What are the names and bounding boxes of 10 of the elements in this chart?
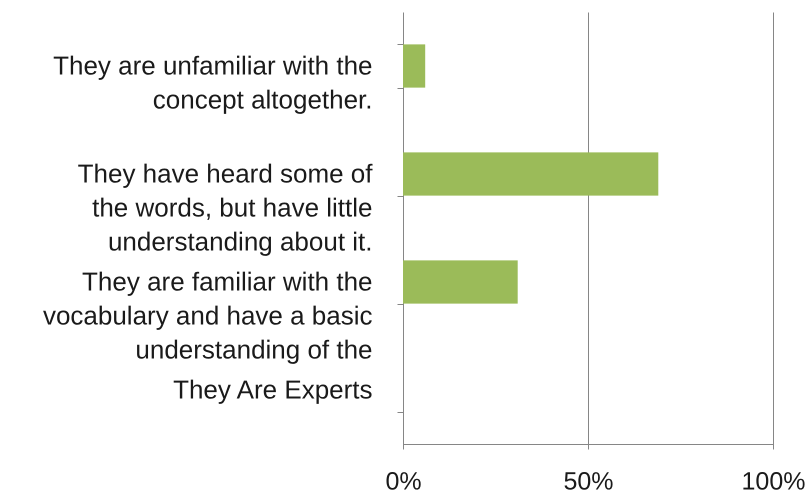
y-tick-label: They are unfamiliar with the concept altogether.	[53, 50, 372, 114]
bar	[403, 152, 658, 196]
bar	[403, 44, 426, 88]
bar	[403, 260, 518, 304]
y-tick-label: They have heard some of the words, but have little understanding about it.	[78, 158, 374, 256]
y-tick-label: They Are Experts	[173, 374, 372, 404]
x-tick-label: 0%	[385, 468, 422, 496]
x-tick-label: 50%	[563, 468, 614, 496]
y-tick-label: They are familiar with the vocabulary and have a basic understanding of the	[42, 266, 372, 364]
x-tick-label: 100%	[742, 468, 806, 496]
